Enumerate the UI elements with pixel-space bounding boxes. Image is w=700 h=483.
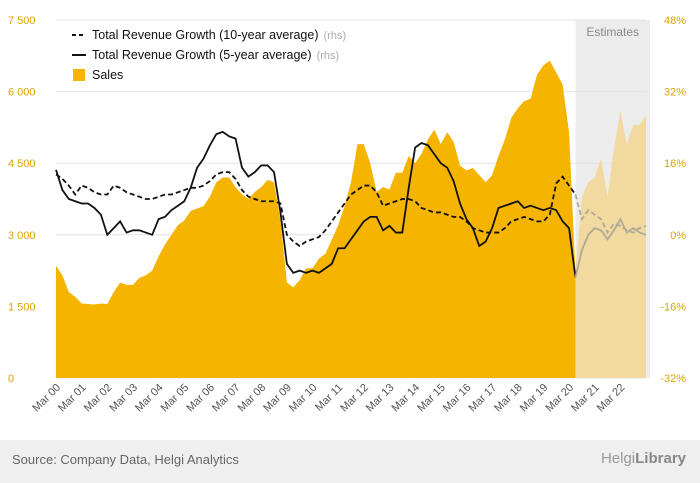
- x-tick-label: Mar 19: [518, 382, 551, 415]
- brand-prefix: Helgi: [600, 450, 636, 467]
- left-tick-label: 7 500: [8, 15, 36, 27]
- left-tick-label: 1 500: [8, 301, 36, 313]
- x-tick-label: Mar 00: [30, 382, 63, 415]
- right-tick-label: 32%: [664, 87, 686, 99]
- left-tick-label: 3 000: [8, 230, 36, 242]
- x-tick-label: Mar 21: [569, 382, 602, 415]
- estimates-label: Estimates: [586, 25, 639, 39]
- legend-label-10y: Total Revenue Growth (10-year average): [92, 28, 319, 42]
- left-tick-label: 0: [8, 373, 14, 385]
- sales-area-layer: [56, 60, 646, 378]
- right-tick-label: 48%: [664, 15, 686, 27]
- right-axis: -32% -16% 0% 16% 32% 48%: [660, 15, 686, 385]
- line-5y-average-estimate: [574, 217, 647, 278]
- x-tick-label: Mar 01: [56, 382, 89, 415]
- x-tick-label: Mar 20: [543, 382, 576, 415]
- right-tick-label: 16%: [664, 158, 686, 170]
- legend-label-5y: Total Revenue Growth (5-year average): [92, 48, 312, 62]
- x-tick-label: Mar 10: [287, 382, 320, 415]
- x-tick-label: Mar 09: [261, 382, 294, 415]
- x-tick-label: Mar 12: [338, 382, 371, 415]
- line-10y-average-estimate: [574, 194, 647, 235]
- x-tick-label: Mar 05: [159, 382, 192, 415]
- x-tick-label: Mar 08: [236, 382, 269, 415]
- sales-area-estimate: [575, 110, 646, 378]
- legend: Total Revenue Growth (10-year average) (…: [72, 28, 346, 82]
- right-tick-label: -16%: [660, 301, 686, 313]
- legend-label-sales: Sales: [92, 68, 123, 82]
- x-tick-label: Mar 06: [184, 382, 217, 415]
- legend-suffix-5y: (rhs): [317, 50, 340, 62]
- x-tick-label: Mar 22: [595, 382, 628, 415]
- x-tick-label: Mar 13: [364, 382, 397, 415]
- footer: Source: Company Data, Helgi Analytics He…: [0, 440, 700, 483]
- x-tick-label: Mar 16: [441, 382, 474, 415]
- x-tick-label: Mar 17: [467, 382, 500, 415]
- x-tick-label: Mar 15: [415, 382, 448, 415]
- x-tick-label: Mar 02: [82, 382, 115, 415]
- source-text: Source: Company Data, Helgi Analytics: [12, 452, 239, 467]
- x-tick-label: Mar 04: [133, 382, 166, 415]
- legend-swatch-sales: [73, 69, 85, 81]
- growth-lines-layer: [55, 130, 647, 278]
- x-tick-label: Mar 07: [210, 382, 243, 415]
- sales-area-actual: [56, 60, 576, 378]
- x-tick-label: Mar 14: [390, 382, 423, 415]
- legend-suffix-10y: (rhs): [324, 30, 347, 42]
- x-tick-label: Mar 18: [492, 382, 525, 415]
- x-tick-label: Mar 03: [107, 382, 140, 415]
- left-tick-label: 4 500: [8, 158, 36, 170]
- brand-suffix: Library: [635, 450, 686, 467]
- right-tick-label: -32%: [660, 373, 686, 385]
- left-tick-label: 6 000: [8, 87, 36, 99]
- right-tick-label: 0%: [670, 230, 686, 242]
- line-5y-average: [55, 130, 577, 278]
- line-10y-average: [55, 171, 577, 248]
- brand-logo: HelgiLibrary: [601, 450, 686, 467]
- left-axis: 0 1 500 3 000 4 500 6 000 7 500: [8, 15, 36, 385]
